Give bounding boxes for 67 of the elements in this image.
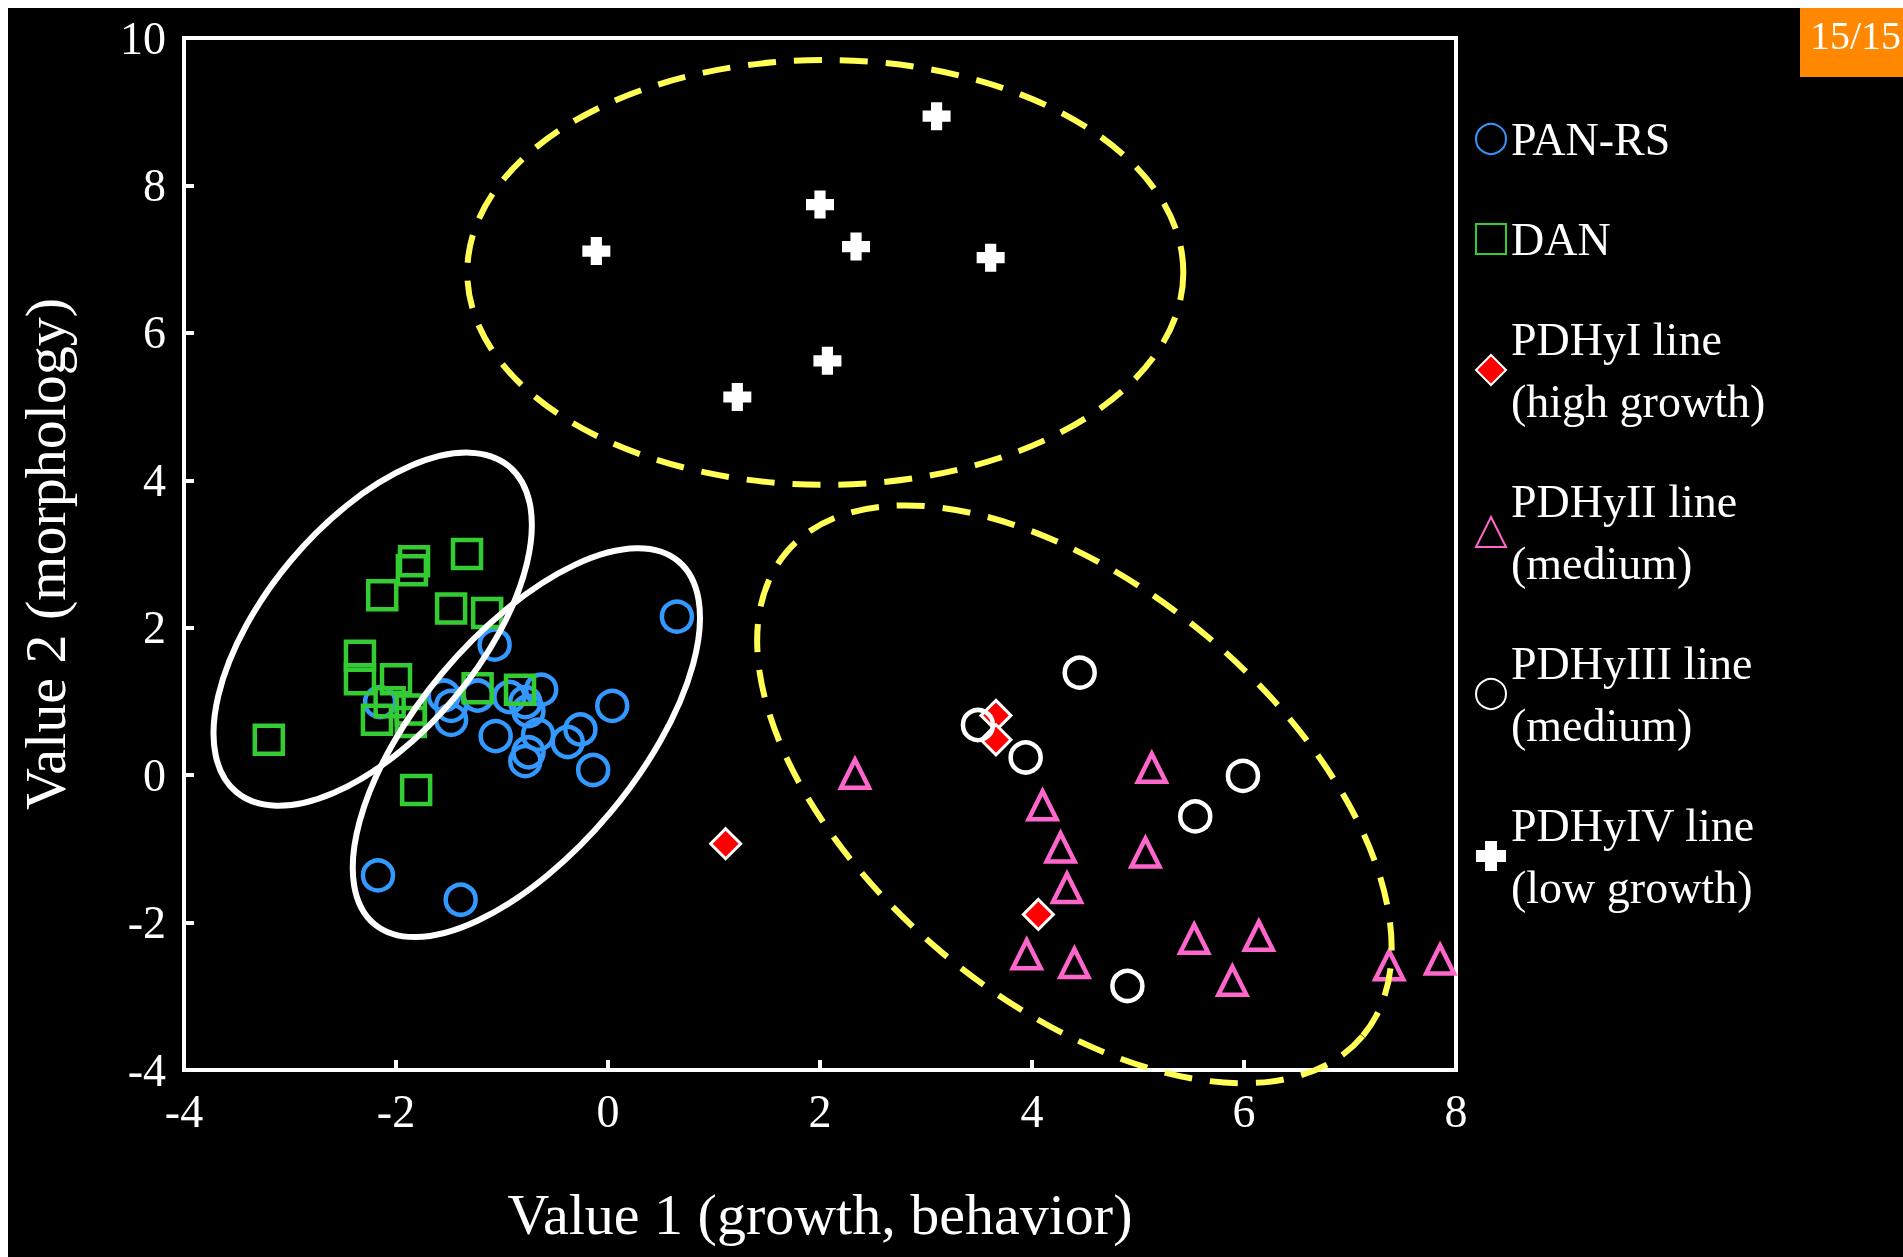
y-tick-label: -2 [127,897,166,949]
point [976,243,1005,272]
point [511,735,546,770]
y-tick-label: 10 [120,12,166,64]
point [813,346,842,375]
point [1049,869,1085,905]
legend-label: PDHyI line (high growth) [1511,313,1766,427]
point [842,232,871,261]
point [360,703,394,737]
point [520,717,556,752]
point [582,237,611,266]
point [1056,944,1092,980]
y-tick-label: 0 [143,749,166,801]
y-tick-label: 6 [143,307,166,359]
point [709,827,743,861]
point [575,752,611,788]
point [1178,799,1213,834]
point [1008,740,1043,775]
point [343,663,377,696]
point [503,673,537,706]
legend-label: DAN [1511,213,1611,265]
point [659,599,695,634]
legend-label: PDHyIII line (medium) [1511,637,1753,751]
point [508,684,543,720]
y-axis-title: Value 2 (morphology) [12,297,78,811]
point [373,685,406,719]
point [960,707,996,743]
point [1110,968,1145,1004]
text: 15/15 [1799,8,1903,77]
point [434,592,468,625]
point [343,639,377,672]
x-tick-label: -2 [376,1085,416,1137]
legend-label: PAN-RS [1511,113,1671,165]
x-axis-title: Value 1 (growth, behavior) [507,1181,1133,1247]
legend-label: PDHyIV line (low growth) [1511,799,1755,913]
point [443,882,478,917]
point [395,553,429,587]
y-tick-label: 2 [143,602,166,654]
point [399,773,433,807]
point [595,688,630,724]
point [508,743,543,779]
point [563,712,598,747]
y-tick-label: 4 [143,454,166,506]
point [360,858,396,893]
legend-label: PDHyII line (medium) [1511,475,1738,589]
point [1372,949,1406,982]
point [379,663,413,696]
point [922,102,951,131]
x-tick-label: 8 [1444,1085,1468,1137]
point [365,579,399,612]
point [550,724,585,760]
point [806,190,834,219]
x-tick-label: 6 [1232,1085,1256,1137]
x-tick-label: 0 [596,1085,620,1137]
point [252,723,286,757]
y-tick-label: -4 [127,1044,166,1096]
point [838,757,872,790]
x-tick-label: 4 [1020,1085,1044,1137]
point [1225,758,1261,794]
point [397,545,431,578]
point [478,718,513,754]
point [1062,655,1097,690]
point [723,382,752,411]
y-tick-label: 8 [143,159,166,211]
x-tick-label: 2 [808,1085,832,1137]
point [450,537,484,571]
point [1021,897,1055,931]
